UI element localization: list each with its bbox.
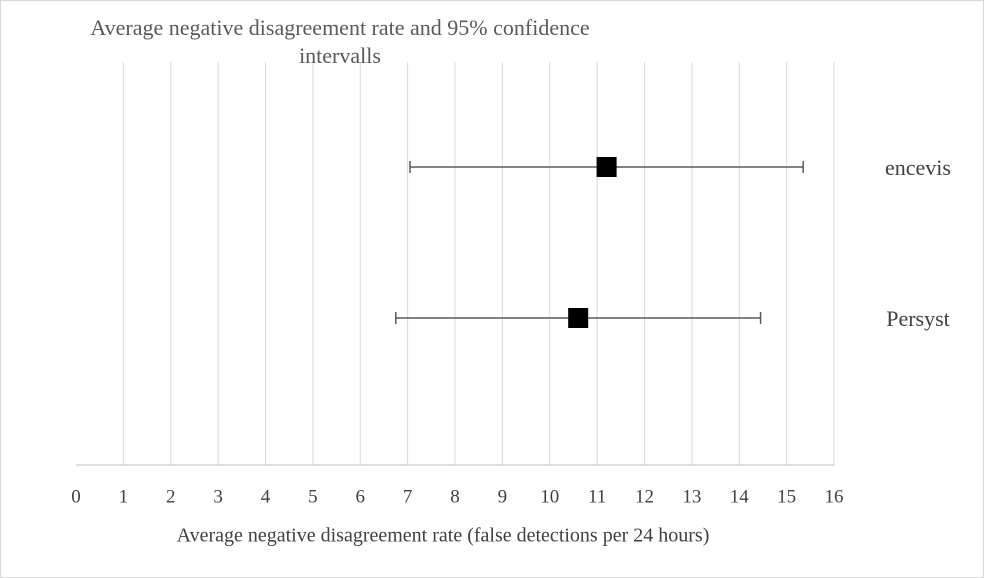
- x-tick-label: 14: [730, 486, 750, 507]
- x-tick-label: 3: [213, 486, 223, 507]
- x-tick-label: 0: [71, 486, 81, 507]
- marker: [596, 157, 617, 177]
- category-label: encevis: [885, 155, 951, 180]
- x-tick-label: 5: [308, 486, 318, 507]
- x-tick-label: 12: [635, 486, 654, 507]
- x-tick-label: 13: [682, 486, 701, 507]
- category-label: Persyst: [886, 306, 950, 331]
- x-tick-label: 4: [261, 486, 271, 507]
- x-axis-label: Average negative disagreement rate (fals…: [177, 525, 710, 547]
- x-tick-label: 8: [450, 486, 460, 507]
- x-tick-label: 7: [403, 486, 413, 507]
- x-tick-label: 15: [777, 486, 796, 507]
- x-tick-label: 10: [540, 486, 559, 507]
- x-tick-label: 2: [166, 486, 176, 507]
- x-tick-label: 6: [356, 486, 366, 507]
- x-tick-label: 16: [825, 486, 844, 507]
- marker: [568, 308, 589, 328]
- x-tick-label: 11: [588, 486, 606, 507]
- chart-title: Average negative disagreement rate and 9…: [90, 15, 590, 68]
- x-tick-label: 1: [119, 486, 129, 507]
- x-tick-label: 9: [498, 486, 508, 507]
